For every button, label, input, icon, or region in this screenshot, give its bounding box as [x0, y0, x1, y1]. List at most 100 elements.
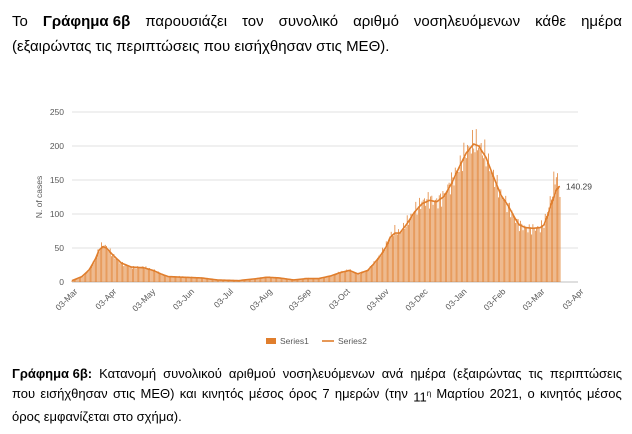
- daily-bar: [441, 206, 443, 282]
- daily-bar: [510, 217, 512, 282]
- daily-bar: [311, 278, 313, 282]
- daily-bar: [187, 276, 189, 282]
- daily-bar: [539, 232, 541, 282]
- daily-bar: [277, 277, 279, 282]
- daily-bar: [489, 171, 491, 282]
- daily-bar: [257, 278, 259, 282]
- daily-bar: [82, 275, 84, 282]
- daily-bar: [467, 144, 468, 282]
- daily-bar: [555, 177, 557, 282]
- daily-bar: [416, 214, 418, 282]
- x-tick-label: 03-Aug: [248, 286, 275, 313]
- daily-bar: [225, 280, 227, 282]
- daily-bar: [104, 244, 106, 282]
- intro-word: τον: [242, 13, 264, 30]
- daily-bar: [414, 212, 415, 282]
- daily-bar: [108, 250, 110, 282]
- daily-bar: [469, 148, 471, 282]
- daily-bar: [164, 275, 165, 282]
- daily-bar: [156, 272, 158, 282]
- daily-bar: [392, 234, 393, 282]
- daily-bar: [442, 191, 444, 282]
- y-tick-label: 100: [50, 209, 64, 219]
- daily-bar: [438, 195, 440, 282]
- caption-word: στις: [112, 386, 136, 401]
- y-axis-label: N. of cases: [34, 176, 44, 219]
- daily-bar: [96, 256, 98, 282]
- x-tick-label: 03-Apr: [560, 286, 585, 311]
- daily-bar: [483, 158, 484, 282]
- daily-bar: [543, 227, 545, 282]
- daily-bar: [290, 279, 292, 282]
- daily-bar: [456, 170, 457, 282]
- intro-word: συνολικό: [278, 13, 339, 30]
- daily-bar: [459, 155, 461, 282]
- daily-bar: [166, 275, 168, 282]
- daily-bar: [115, 258, 117, 282]
- daily-bar: [124, 263, 126, 282]
- daily-bar: [181, 276, 183, 282]
- daily-bar: [188, 277, 190, 282]
- daily-bar: [271, 276, 273, 282]
- daily-bar: [283, 278, 285, 282]
- daily-bar: [294, 279, 296, 282]
- daily-bar: [213, 279, 215, 282]
- daily-bar: [191, 276, 192, 282]
- daily-bar: [449, 194, 451, 282]
- daily-bar: [143, 266, 144, 282]
- daily-bar: [559, 196, 561, 282]
- daily-bar: [180, 277, 181, 282]
- daily-bar: [83, 274, 85, 282]
- daily-bar: [252, 279, 254, 282]
- moving-average-line: [71, 143, 561, 282]
- daily-bar: [132, 268, 133, 282]
- daily-bar: [193, 277, 195, 282]
- daily-bar: [330, 276, 332, 282]
- daily-bar: [548, 207, 550, 282]
- daily-bar: [356, 273, 358, 282]
- daily-bar: [230, 280, 232, 282]
- caption-line-2: που εισήχθησαν στις ΜΕΘ) και κινητός μέσ…: [12, 384, 622, 407]
- daily-bar: [148, 269, 149, 282]
- daily-bar: [410, 213, 412, 282]
- daily-bar: [505, 195, 507, 282]
- daily-bar: [504, 199, 505, 282]
- caption-line-3: όρος εμφανίζεται στο σχήμα).: [12, 409, 182, 425]
- daily-bar: [547, 212, 549, 282]
- caption-word: 7: [322, 386, 330, 401]
- daily-bar: [507, 203, 509, 282]
- daily-bar: [118, 259, 120, 282]
- daily-bar: [170, 276, 171, 282]
- daily-bar: [102, 247, 104, 282]
- daily-bar: [421, 201, 423, 282]
- daily-bar: [300, 278, 302, 282]
- daily-bar: [74, 279, 75, 282]
- daily-bar: [184, 276, 186, 282]
- daily-bar: [113, 254, 115, 282]
- daily-bar: [389, 236, 391, 282]
- daily-bar: [525, 226, 526, 282]
- daily-bar: [218, 279, 220, 282]
- daily-bar: [528, 224, 530, 282]
- daily-bar: [546, 215, 547, 282]
- caption-word: μέσος: [248, 386, 284, 401]
- daily-bar: [457, 170, 459, 282]
- daily-bar: [451, 172, 452, 282]
- daily-bar: [207, 278, 208, 282]
- daily-bar: [337, 271, 339, 282]
- daily-bar: [496, 174, 498, 282]
- daily-bar: [424, 198, 425, 282]
- daily-bar: [146, 268, 148, 282]
- daily-bar: [93, 260, 95, 282]
- daily-bar: [298, 279, 300, 282]
- daily-bar: [186, 276, 187, 282]
- intro-line-2: (εξαιρώντας τις περιπτώσεις που εισήχθησ…: [12, 38, 390, 55]
- daily-bar: [509, 202, 510, 282]
- daily-bar: [488, 153, 489, 282]
- daily-bar: [250, 279, 252, 282]
- daily-bar: [447, 184, 449, 282]
- daily-bar: [430, 196, 431, 282]
- caption-word: και: [179, 386, 197, 401]
- daily-bar: [273, 277, 275, 282]
- daily-bar: [103, 245, 105, 282]
